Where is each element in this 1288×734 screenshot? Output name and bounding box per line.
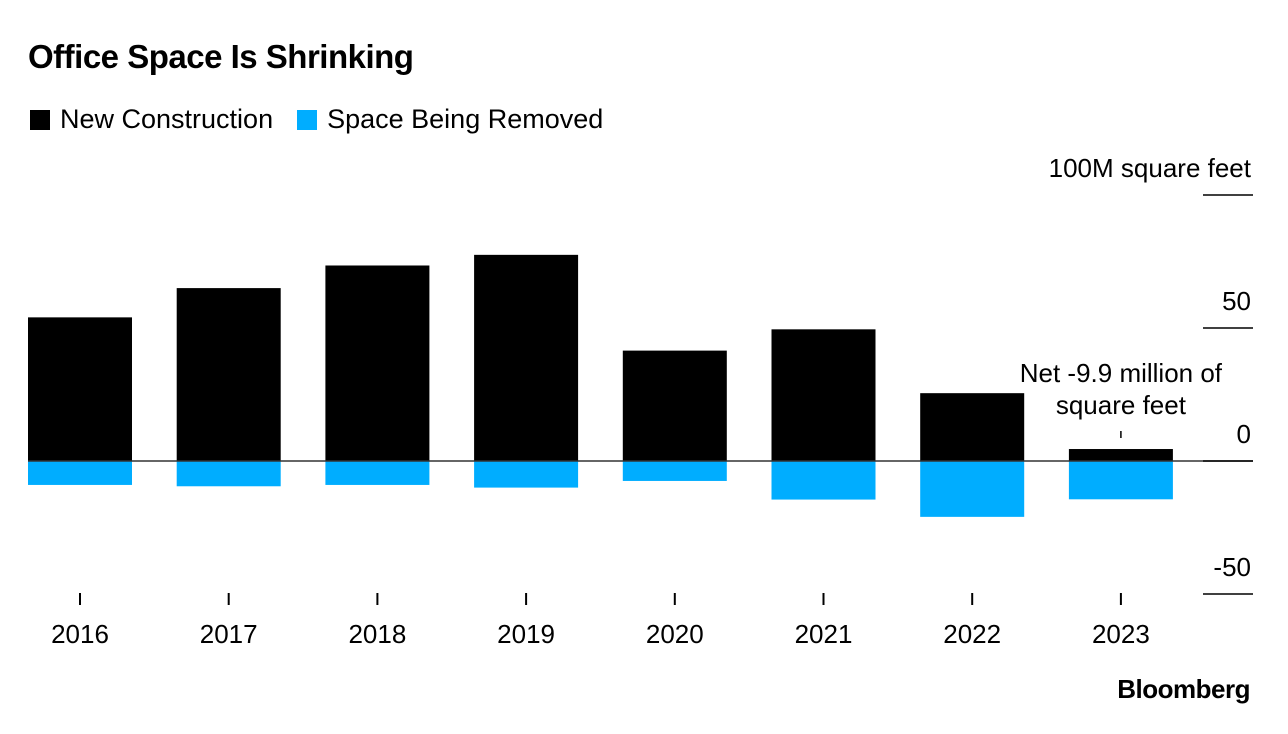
legend-label-new-construction: New Construction (60, 104, 274, 134)
y-tick-label-50: 50 (1222, 286, 1251, 316)
bar-space-removed-2018 (325, 461, 430, 485)
bar-space-removed-2022 (920, 461, 1025, 517)
x-tick-label-2020: 2020 (646, 619, 704, 649)
annotation-line-1: square feet (1056, 390, 1187, 420)
bar-new-construction-2018 (325, 265, 430, 461)
legend-swatch-space-removed (297, 109, 318, 130)
chart-title: Office Space Is Shrinking (28, 38, 414, 75)
x-tick-label-2017: 2017 (200, 619, 258, 649)
bar-space-removed-2017 (176, 461, 281, 487)
annotation-line-0: Net -9.9 million of (1020, 358, 1223, 388)
x-tick-label-2022: 2022 (943, 619, 1001, 649)
bar-space-removed-2016 (28, 461, 132, 485)
source-logo: Bloomberg (1117, 674, 1250, 704)
bar-new-construction-2020 (622, 350, 727, 461)
x-tick-label-2018: 2018 (348, 619, 406, 649)
bar-new-construction-2022 (920, 393, 1025, 461)
bar-space-removed-2020 (622, 461, 727, 481)
bar-new-construction-2023 (1068, 449, 1173, 461)
x-tick-label-2016: 2016 (51, 619, 109, 649)
bar-space-removed-2023 (1068, 461, 1173, 500)
x-tick-label-2019: 2019 (497, 619, 555, 649)
annotation-2023: Net -9.9 million of square feet (1020, 358, 1223, 420)
y-tick-label--50: -50 (1213, 552, 1251, 582)
bar-space-removed-2019 (474, 461, 579, 488)
bar-space-removed-2021 (771, 461, 876, 500)
legend-label-space-removed: Space Being Removed (327, 104, 604, 134)
legend-swatch-new-construction (30, 109, 50, 130)
bar-new-construction-2021 (771, 329, 876, 461)
x-tick-label-2021: 2021 (795, 619, 853, 649)
y-tick-label-100: 100M square feet (1049, 153, 1252, 183)
legend: New Construction Space Being Removed (30, 104, 627, 135)
bar-new-construction-2017 (176, 288, 281, 461)
bar-new-construction-2019 (474, 254, 579, 461)
x-tick-label-2023: 2023 (1092, 619, 1150, 649)
y-tick-label-0: 0 (1237, 419, 1251, 449)
legend-item-space-removed: Space Being Removed (297, 104, 603, 135)
legend-item-new-construction: New Construction (30, 104, 273, 135)
bar-new-construction-2016 (28, 317, 132, 461)
